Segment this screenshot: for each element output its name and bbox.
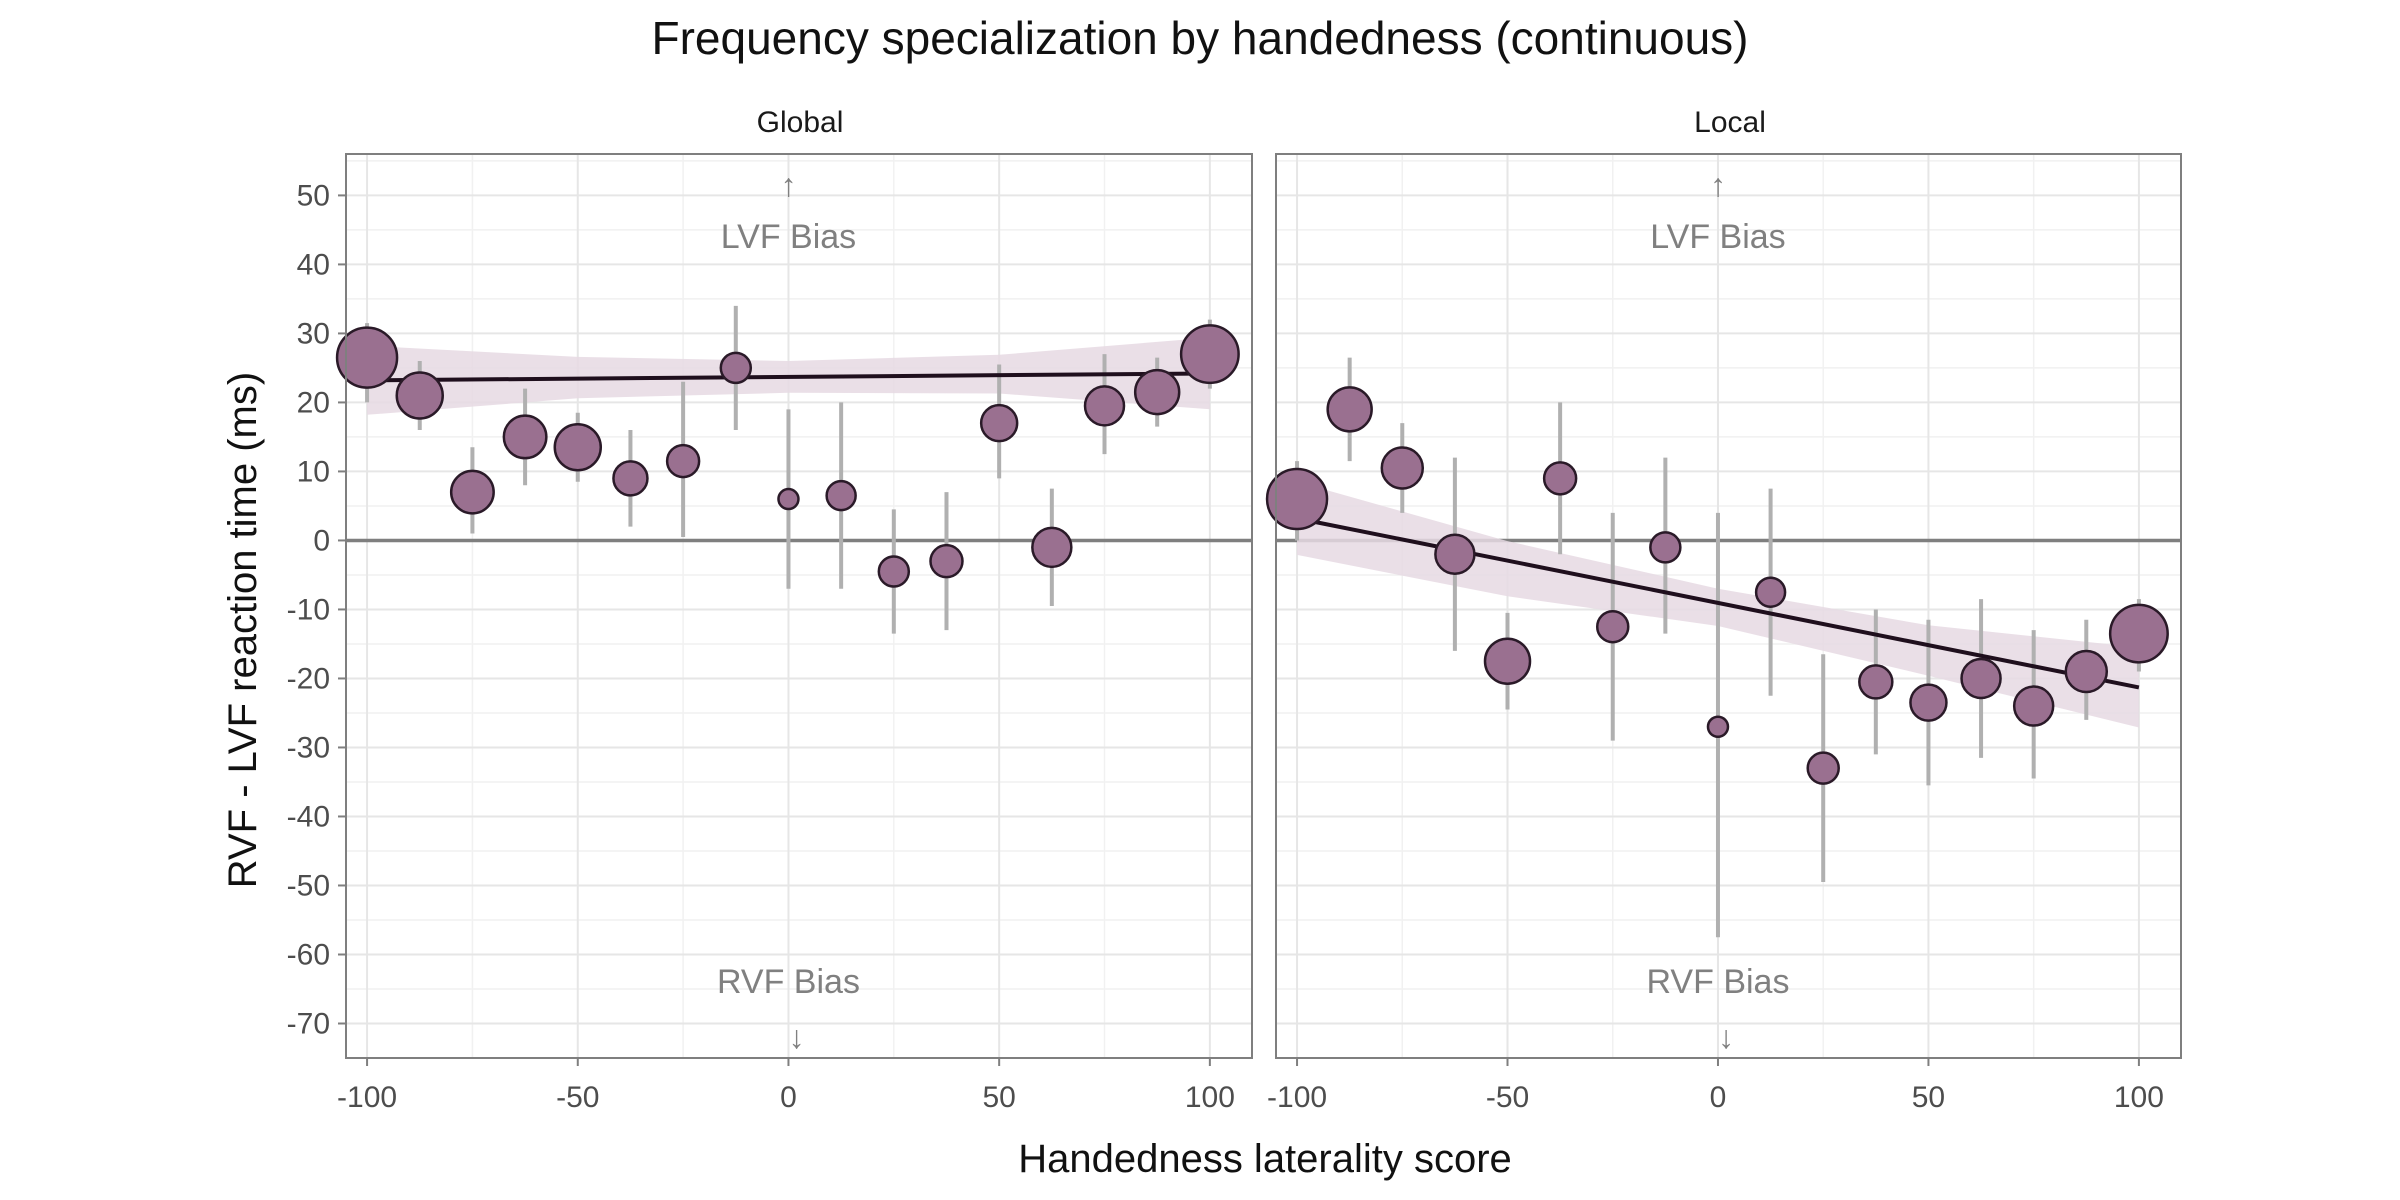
x-tick-label: 50 xyxy=(1912,1081,1945,1114)
x-tick-label: 50 xyxy=(982,1081,1015,1114)
data-point xyxy=(1133,368,1181,416)
y-tick-label: -30 xyxy=(287,731,330,764)
data-point xyxy=(1542,461,1578,496)
y-tick-label: -50 xyxy=(287,869,330,902)
data-point xyxy=(1806,751,1840,785)
rvf-bias-label: RVF Bias xyxy=(1646,963,1789,1001)
x-tick-label: -100 xyxy=(1267,1081,1327,1114)
x-tick-label: -100 xyxy=(337,1081,397,1114)
lvf-bias-label: LVF Bias xyxy=(721,218,856,256)
chart-title: Frequency specialization by handedness (… xyxy=(652,12,1749,64)
y-tick-label: -20 xyxy=(287,662,330,695)
data-point xyxy=(1754,576,1787,608)
panel-local: Local ↑ LVF Bias RVF Bias ↓ -100 -50 0 50 100 xyxy=(1265,106,2182,1114)
x-tick-label: -50 xyxy=(556,1081,599,1114)
data-point xyxy=(553,423,603,472)
data-point xyxy=(665,443,701,479)
data-point xyxy=(825,479,857,512)
data-point xyxy=(1083,385,1126,427)
y-tick-label: 30 xyxy=(297,317,330,350)
data-point xyxy=(979,403,1019,443)
data-point xyxy=(502,414,548,460)
data-point xyxy=(1909,683,1948,722)
y-tick-label: 20 xyxy=(297,386,330,419)
data-point xyxy=(1326,386,1373,433)
data-point xyxy=(1483,637,1532,685)
x-tick-label: 0 xyxy=(1710,1081,1727,1114)
data-point xyxy=(777,487,800,511)
data-point xyxy=(395,371,444,420)
data-point xyxy=(612,460,649,497)
data-point xyxy=(1434,533,1476,575)
rvf-bias-label: RVF Bias xyxy=(717,963,860,1001)
y-tick-label: 50 xyxy=(297,179,330,212)
data-point xyxy=(1031,526,1073,569)
data-point xyxy=(929,543,964,579)
y-tick-label: -10 xyxy=(287,593,330,626)
y-tick-label: -70 xyxy=(287,1007,330,1040)
up-arrow-icon: ↑ xyxy=(1710,167,1726,203)
data-point xyxy=(1960,657,2002,700)
data-point xyxy=(1179,324,1240,385)
x-tick-label: 100 xyxy=(1185,1081,1235,1114)
x-axis-label: Handedness laterality score xyxy=(1018,1137,1512,1181)
x-tick-label: -50 xyxy=(1486,1081,1529,1114)
lvf-bias-label: LVF Bias xyxy=(1650,218,1785,256)
x-tick-label: 100 xyxy=(2114,1081,2164,1114)
facet-label-local: Local xyxy=(1694,106,1766,139)
y-tick-label: 40 xyxy=(297,248,330,281)
up-arrow-icon: ↑ xyxy=(780,167,796,203)
y-tick-label: 0 xyxy=(313,524,330,557)
y-tick-label: -40 xyxy=(287,800,330,833)
down-arrow-icon: ↓ xyxy=(788,1019,804,1055)
panel-border xyxy=(345,153,1253,1059)
data-point xyxy=(1858,664,1894,700)
data-point xyxy=(2108,603,2169,664)
data-point xyxy=(1265,467,1329,531)
fit-line xyxy=(367,371,1210,383)
data-point xyxy=(1595,609,1630,644)
data-point xyxy=(877,555,911,588)
data-point xyxy=(449,469,495,515)
data-point xyxy=(719,351,753,385)
data-point xyxy=(335,326,399,389)
down-arrow-icon: ↓ xyxy=(1718,1019,1734,1055)
data-point xyxy=(1380,446,1425,490)
y-tick-label: 10 xyxy=(297,455,330,488)
facet-label-global: Global xyxy=(757,106,844,139)
panel-background xyxy=(346,154,1252,1058)
data-point xyxy=(2012,685,2055,727)
data-point xyxy=(1706,715,1730,739)
panel-border xyxy=(1275,153,2182,1059)
y-tick-label: -60 xyxy=(287,938,330,971)
data-point xyxy=(1649,531,1682,564)
y-axis-label: RVF - LVF reaction time (ms) xyxy=(221,372,265,888)
x-tick-label: 0 xyxy=(780,1081,797,1114)
data-point xyxy=(2064,649,2109,694)
